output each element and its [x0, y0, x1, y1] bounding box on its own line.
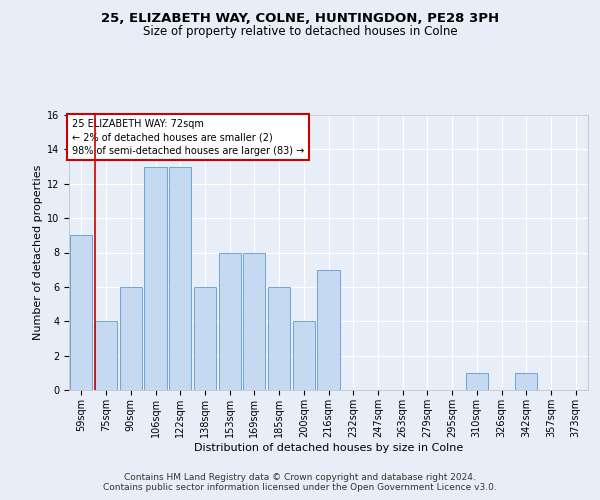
Bar: [194, 287, 216, 390]
Bar: [243, 252, 265, 390]
Text: Contains HM Land Registry data © Crown copyright and database right 2024.
Contai: Contains HM Land Registry data © Crown c…: [103, 473, 497, 492]
Text: 25, ELIZABETH WAY, COLNE, HUNTINGDON, PE28 3PH: 25, ELIZABETH WAY, COLNE, HUNTINGDON, PE…: [101, 12, 499, 26]
Bar: [515, 373, 538, 390]
Text: 25 ELIZABETH WAY: 72sqm
← 2% of detached houses are smaller (2)
98% of semi-deta: 25 ELIZABETH WAY: 72sqm ← 2% of detached…: [71, 119, 304, 156]
Bar: [169, 166, 191, 390]
Bar: [268, 287, 290, 390]
Bar: [119, 287, 142, 390]
Bar: [317, 270, 340, 390]
Bar: [70, 236, 92, 390]
Y-axis label: Number of detached properties: Number of detached properties: [33, 165, 43, 340]
Bar: [145, 166, 167, 390]
Bar: [293, 322, 315, 390]
Bar: [466, 373, 488, 390]
Text: Size of property relative to detached houses in Colne: Size of property relative to detached ho…: [143, 25, 457, 38]
X-axis label: Distribution of detached houses by size in Colne: Distribution of detached houses by size …: [194, 442, 463, 452]
Bar: [218, 252, 241, 390]
Bar: [95, 322, 117, 390]
